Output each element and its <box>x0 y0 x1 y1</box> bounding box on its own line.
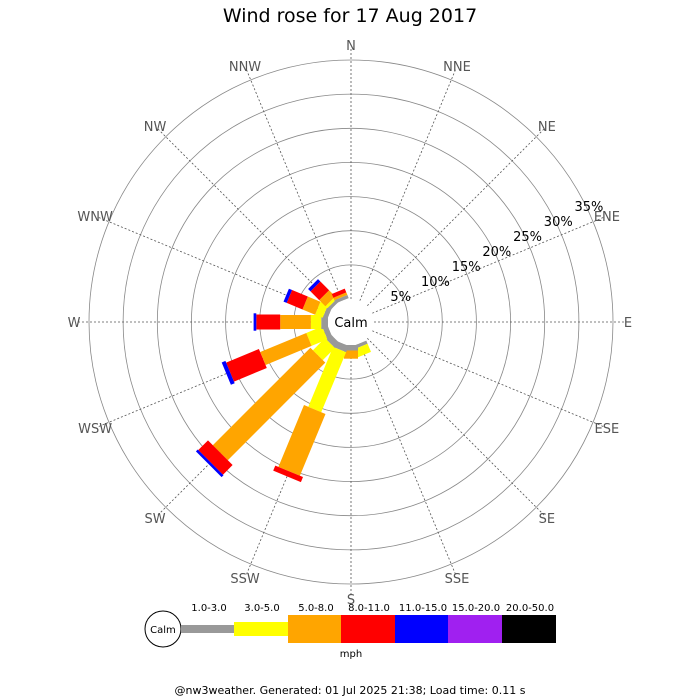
calm-circle <box>328 299 374 345</box>
legend-swatch-5.0-8.0 <box>288 615 341 643</box>
bar-WNW-5.0-8.0 <box>302 296 321 315</box>
direction-label-WSW: WSW <box>78 422 112 437</box>
grid-ring <box>156 127 546 517</box>
bar-SSE-3.0-5.0 <box>354 343 371 358</box>
ring-label: 25% <box>513 230 542 245</box>
direction-label-S: S <box>347 593 355 608</box>
wind-bars <box>195 279 371 483</box>
bar-NW-5.0-8.0 <box>319 290 336 307</box>
bar-WSW-11.0-15.0 <box>221 360 235 385</box>
direction-label-W: W <box>68 316 81 331</box>
direction-label-E: E <box>624 316 632 331</box>
direction-label-SSE: SSE <box>445 572 470 587</box>
direction-label-ESE: ESE <box>595 422 620 437</box>
legend-swatch-1.0-3.0 <box>181 625 234 633</box>
bar-W-3.0-5.0 <box>310 315 322 329</box>
chart-title: Wind rose for 17 Aug 2017 <box>222 5 478 27</box>
bar-SW-8.0-11.0 <box>198 440 233 475</box>
bar-SW-5.0-8.0 <box>212 347 326 461</box>
legend-swatch-15.0-20.0 <box>448 615 502 643</box>
direction-label-NNW: NNW <box>229 60 261 75</box>
legend-swatch-11.0-15.0 <box>395 615 448 643</box>
grid-spoke <box>366 127 546 307</box>
grid-spoke <box>156 127 336 307</box>
grid-spoke <box>372 216 605 314</box>
bar-NNW-5.0-8.0 <box>333 292 348 301</box>
bar-WSW-5.0-8.0 <box>260 333 312 365</box>
ring-label: 5% <box>390 290 411 305</box>
legend: Calm mph 1.0-3.0 3.0-5.0 5.0-8.0 8.0-11.0 11… <box>144 603 556 660</box>
direction-label-NE: NE <box>538 120 556 135</box>
bar-SSW-8.0-11.0 <box>273 465 303 483</box>
bar-WNW-11.0-15.0 <box>283 288 293 303</box>
bar-NNW-8.0-11.0 <box>331 288 347 298</box>
grid-spoke <box>359 68 457 301</box>
direction-label-NW: NW <box>144 120 167 135</box>
bar-WNW-3.0-5.0 <box>315 301 328 318</box>
legend-calm-label: Calm <box>150 625 176 636</box>
legend-label-3.0-5.0: 3.0-5.0 <box>244 603 279 614</box>
direction-label-ENE: ENE <box>594 210 620 225</box>
ring-label: 10% <box>421 275 450 290</box>
bar-SSW-5.0-8.0 <box>278 405 326 476</box>
bar-NW-11.0-15.0 <box>308 279 321 292</box>
legend-swatch-8.0-11.0 <box>341 615 395 643</box>
calm-center: Calm <box>328 299 374 345</box>
bar-WSW-8.0-11.0 <box>226 349 267 382</box>
bar-W-5.0-8.0 <box>280 315 311 329</box>
legend-label-5.0-8.0: 5.0-8.0 <box>298 603 333 614</box>
direction-label-SSW: SSW <box>230 572 260 587</box>
ring-label: 35% <box>575 200 604 215</box>
axis-labels: N NNE NE ENE E ESE SE SSE S SSW SW WSW W WNW NW NNW 5% 10… <box>68 39 633 608</box>
legend-swatch-3.0-5.0 <box>234 622 288 636</box>
grid-ring <box>88 59 614 585</box>
legend-label-15.0-20.0: 15.0-20.0 <box>452 603 500 614</box>
grid-spoke <box>372 330 605 428</box>
grid-spoke <box>359 343 457 576</box>
bar-SSW-3.0-5.0 <box>308 346 347 413</box>
legend-label-1.0-3.0: 1.0-3.0 <box>191 603 226 614</box>
bar-W-11.0-15.0 <box>253 313 257 331</box>
footer-credit: @nw3weather. Generated: 01 Jul 2025 21:3… <box>174 684 526 697</box>
bar-W-8.0-11.0 <box>256 314 281 330</box>
direction-label-N: N <box>346 39 356 54</box>
legend-swatch-20.0-50.0 <box>502 615 556 643</box>
grid-spoke <box>366 337 546 517</box>
bar-NNW-1.0-3.0 <box>334 294 349 304</box>
ring-label: 15% <box>452 260 481 275</box>
ring-label: 20% <box>482 245 511 260</box>
legend-label-8.0-11.0: 8.0-11.0 <box>348 603 390 614</box>
bar-NW-8.0-11.0 <box>310 281 330 301</box>
polar-grid <box>77 48 625 596</box>
bar-SW-3.0-5.0 <box>312 338 335 361</box>
direction-label-WNW: WNW <box>77 210 113 225</box>
bar-S-5.0-8.0 <box>344 350 358 359</box>
direction-label-NNE: NNE <box>443 60 471 75</box>
direction-label-SW: SW <box>145 512 166 527</box>
bar-WNW-8.0-11.0 <box>286 290 308 310</box>
calm-label: Calm <box>334 316 367 331</box>
legend-label-11.0-15.0: 11.0-15.0 <box>399 603 447 614</box>
grid-ring <box>225 196 477 448</box>
ring-label: 30% <box>544 215 573 230</box>
bar-SW-11.0-15.0 <box>195 449 224 478</box>
legend-unit: mph <box>340 649 362 660</box>
grid-spoke <box>245 68 343 301</box>
bar-WSW-3.0-5.0 <box>306 326 328 346</box>
direction-label-SE: SE <box>539 512 555 527</box>
legend-label-20.0-50.0: 20.0-50.0 <box>506 603 554 614</box>
